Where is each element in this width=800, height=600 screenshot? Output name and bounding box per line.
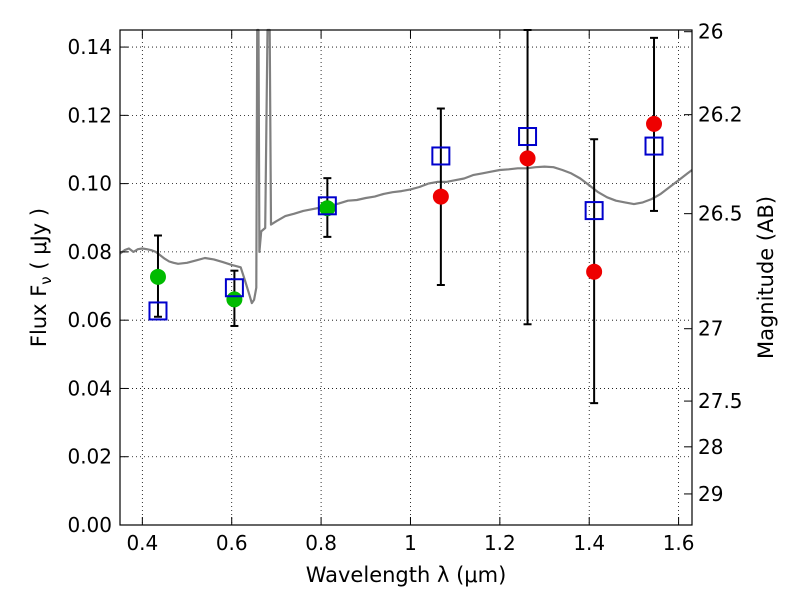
data-point-circle bbox=[149, 268, 166, 285]
data-point-square bbox=[431, 146, 451, 166]
x-tick-label: 1.2 bbox=[484, 531, 516, 555]
model-spectrum-line bbox=[119, 28, 693, 305]
x-tick-label: 0.8 bbox=[305, 531, 337, 555]
plot-frame bbox=[119, 29, 693, 526]
right-tick-label: 27.5 bbox=[698, 389, 743, 413]
x-axis-label: Wavelength λ (μm) bbox=[306, 563, 507, 587]
y-tick-label: 0.12 bbox=[67, 103, 112, 127]
y-tick-label: 0.04 bbox=[67, 376, 112, 400]
data-point-square bbox=[148, 301, 168, 321]
x-tick-label: 0.6 bbox=[216, 531, 248, 555]
grid bbox=[120, 30, 692, 525]
data-point-square bbox=[317, 196, 337, 216]
right-axis-label: Magnitude (AB) bbox=[754, 196, 778, 359]
data-point-square bbox=[224, 278, 244, 298]
y-tick-label: 0.08 bbox=[67, 240, 112, 264]
right-tick-label: 29 bbox=[698, 482, 723, 506]
data-point-square bbox=[644, 136, 664, 156]
model-spectrum-layer bbox=[119, 28, 693, 305]
x-tick-label: 1.6 bbox=[663, 531, 695, 555]
data-point-square bbox=[584, 201, 604, 221]
right-tick-label: 26 bbox=[698, 20, 723, 44]
x-tick-label: 0.4 bbox=[126, 531, 158, 555]
y-tick-label: 0.02 bbox=[67, 445, 112, 469]
data-point-circle bbox=[226, 291, 243, 308]
y-axis-label: Flux Fν ( μJy ) bbox=[27, 208, 55, 347]
marker-layer bbox=[148, 115, 664, 321]
right-tick-label: 27 bbox=[698, 317, 723, 341]
x-tick-label: 1 bbox=[404, 531, 417, 555]
data-point-circle bbox=[432, 188, 449, 205]
y-tick-label: 0.10 bbox=[67, 172, 112, 196]
right-tick-label: 28 bbox=[698, 435, 723, 459]
right-tick-label: 26.2 bbox=[698, 103, 743, 127]
y-tick-label: 0.14 bbox=[67, 35, 112, 59]
error-bar-layer bbox=[153, 29, 659, 405]
y-tick-label: 0.06 bbox=[67, 308, 112, 332]
data-point-circle bbox=[586, 263, 603, 280]
ticks-layer: 0.4 0.6 0.8 1 1.2 1.4 1.6 0.00 0.02 0.04 0.06 0.08 0… bbox=[67, 20, 742, 555]
data-point-circle bbox=[646, 115, 663, 132]
x-tick-label: 1.4 bbox=[573, 531, 605, 555]
y-tick-label: 0.00 bbox=[67, 513, 112, 537]
data-point-square bbox=[518, 127, 538, 147]
right-tick-label: 26.5 bbox=[698, 202, 743, 226]
data-point-circle bbox=[519, 150, 536, 167]
